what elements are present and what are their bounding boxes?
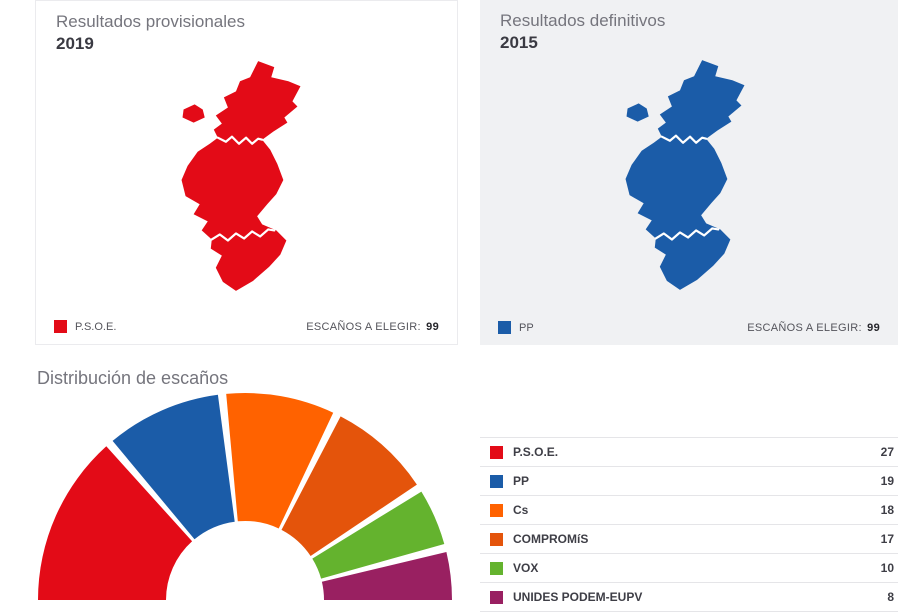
party-seats-value: 17 — [880, 532, 894, 546]
hemicycle-segment-p-s-o-e-[interactable] — [37, 446, 193, 600]
legend-row[interactable]: VOX 10 — [480, 554, 898, 583]
party-swatch-icon — [490, 445, 503, 459]
province-borders — [654, 134, 720, 241]
party-swatch-icon — [490, 532, 503, 546]
party-swatch-icon — [54, 320, 67, 333]
panel-2019-footer: P.S.O.E. ESCAÑOS A ELEGIR: 99 — [54, 320, 439, 333]
hemicycle-segment-vox[interactable] — [312, 491, 445, 579]
winner-party-label: PP — [519, 321, 534, 334]
seats-section-title: Distribución de escaños — [37, 368, 229, 388]
legend-row[interactable]: P.S.O.E. 27 — [480, 438, 898, 467]
party-seats-value: 27 — [880, 445, 894, 459]
party-swatch-icon — [490, 561, 503, 575]
winner-legend-2015: PP — [498, 321, 534, 334]
region-map-shape[interactable] — [625, 60, 745, 290]
seats-to-elect-label: ESCAÑOS A ELEGIR: — [747, 321, 862, 334]
party-name: PP — [513, 474, 530, 488]
seats-to-elect-2015: ESCAÑOS A ELEGIR: 99 — [747, 322, 880, 334]
province-borders — [210, 135, 276, 242]
party-seats-value: 10 — [880, 561, 894, 575]
party-seats-value: 19 — [880, 474, 894, 488]
panel-2019-year: 2019 — [56, 34, 94, 54]
party-seats-value: 8 — [887, 590, 894, 604]
panel-2015-header: Resultados definitivos 2015 — [480, 0, 898, 54]
legend-row[interactable]: UNIDES PODEM-EUPV 8 — [480, 583, 898, 612]
party-swatch-icon — [498, 321, 511, 334]
region-map-2015[interactable] — [583, 50, 785, 302]
seats-to-elect-label: ESCAÑOS A ELEGIR: — [306, 320, 421, 333]
results-panel-2015: Resultados definitivos 2015 PP ESC — [480, 0, 898, 345]
hemicycle-segment-pp[interactable] — [112, 394, 235, 540]
seats-to-elect-value: 99 — [867, 321, 880, 334]
party-swatch-icon — [490, 474, 503, 488]
seats-to-elect-2019: ESCAÑOS A ELEGIR: 99 — [306, 321, 439, 333]
hemicycle-chart — [33, 388, 457, 603]
exclave-shape — [182, 104, 205, 123]
party-name: COMPROMíS — [513, 532, 589, 546]
panel-2015-subtitle: Resultados definitivos — [500, 11, 666, 30]
hemicycle-segment-cs[interactable] — [226, 393, 334, 529]
party-name: P.S.O.E. — [513, 445, 559, 459]
party-swatch-icon — [490, 503, 503, 517]
winner-party-label: P.S.O.E. — [75, 320, 117, 333]
winner-legend-2019: P.S.O.E. — [54, 320, 116, 333]
legend-row[interactable]: Cs 18 — [480, 496, 898, 525]
party-seats-value: 18 — [880, 503, 894, 517]
legend-row[interactable]: COMPROMíS 17 — [480, 525, 898, 554]
panel-2015-year: 2015 — [500, 33, 538, 53]
region-map-2019[interactable] — [139, 51, 341, 303]
hemicycle-segment-unides-podem-eupv[interactable] — [321, 552, 453, 600]
panel-2015-footer: PP ESCAÑOS A ELEGIR: 99 — [498, 321, 880, 334]
seats-legend-table: P.S.O.E. 27 PP 19 Cs 18 COMPROMíS 17 VOX 10 UNIDES… — [480, 437, 898, 612]
party-swatch-icon — [490, 590, 503, 604]
party-name: UNIDES PODEM-EUPV — [513, 590, 643, 604]
hemicycle-segment-comprom-s[interactable] — [281, 416, 417, 556]
region-map-shape[interactable] — [181, 61, 301, 291]
panel-2019-header: Resultados provisionales 2019 — [36, 1, 457, 55]
legend-row[interactable]: PP 19 — [480, 467, 898, 496]
party-name: Cs — [513, 503, 529, 517]
panel-2019-subtitle: Resultados provisionales — [56, 12, 245, 31]
exclave-shape — [626, 103, 649, 122]
party-name: VOX — [513, 561, 539, 575]
seats-to-elect-value: 99 — [426, 320, 439, 333]
results-panel-2019: Resultados provisionales 2019 P.S.O.E. — [35, 0, 458, 345]
